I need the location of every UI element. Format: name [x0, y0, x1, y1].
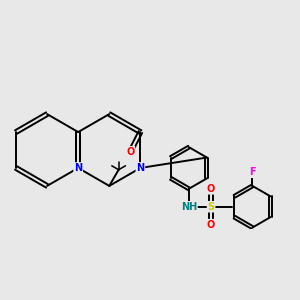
Text: O: O	[207, 184, 215, 194]
Text: O: O	[126, 147, 134, 157]
Text: F: F	[249, 167, 256, 177]
Text: N: N	[74, 163, 82, 173]
Text: S: S	[208, 202, 215, 212]
Text: O: O	[207, 220, 215, 230]
Text: NH: NH	[181, 202, 197, 212]
Text: N: N	[136, 163, 144, 173]
